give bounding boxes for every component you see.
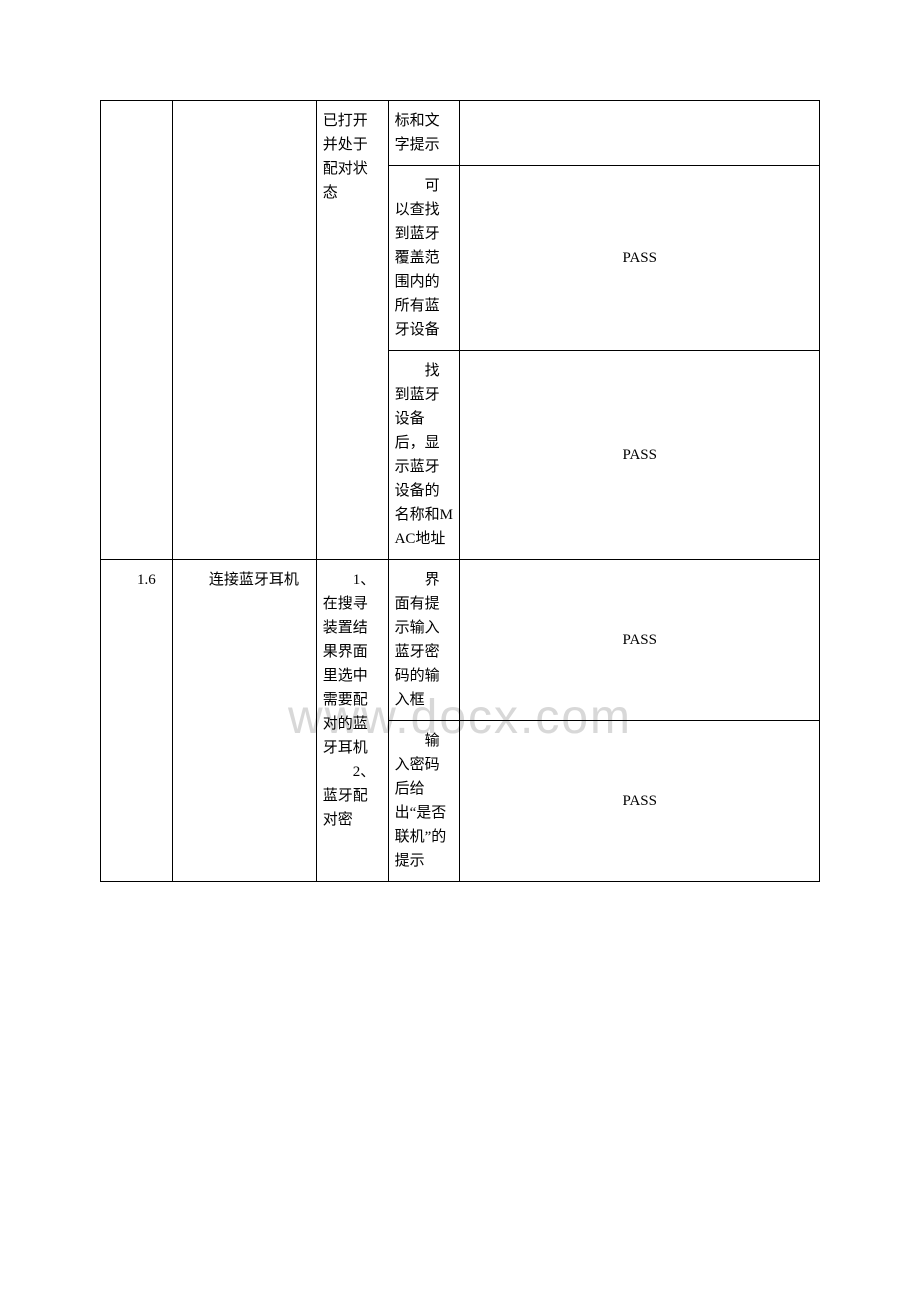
cell-expected: 标和文字提示 [388, 101, 460, 166]
cell-result: PASS [460, 166, 820, 351]
cell-id: 1.6 [101, 560, 173, 882]
cell-result [460, 101, 820, 166]
cell-result: PASS [460, 721, 820, 882]
cell-result: PASS [460, 351, 820, 560]
table-row: 1.6 连接蓝牙耳机 1、在搜寻装置结果界面里选中需要配对的蓝牙耳机 2、蓝牙配… [101, 560, 820, 721]
cell-expected: 界面有提示输入蓝牙密码的输入框 [388, 560, 460, 721]
cell-precondition: 1、在搜寻装置结果界面里选中需要配对的蓝牙耳机 2、蓝牙配对密 [316, 560, 388, 882]
test-case-table: 已打开并处于配对状态 标和文字提示 可以查找到蓝牙覆盖范围内的所有蓝牙设备 PA… [100, 100, 820, 882]
cell-expected: 输入密码后给出“是否联机”的提示 [388, 721, 460, 882]
cell-name [172, 101, 316, 560]
cell-id [101, 101, 173, 560]
cell-expected: 可以查找到蓝牙覆盖范围内的所有蓝牙设备 [388, 166, 460, 351]
cell-precondition: 已打开并处于配对状态 [316, 101, 388, 560]
cell-name: 连接蓝牙耳机 [172, 560, 316, 882]
cell-expected: 找到蓝牙设备后，显示蓝牙设备的名称和MAC地址 [388, 351, 460, 560]
table-row: 已打开并处于配对状态 标和文字提示 [101, 101, 820, 166]
cell-result: PASS [460, 560, 820, 721]
